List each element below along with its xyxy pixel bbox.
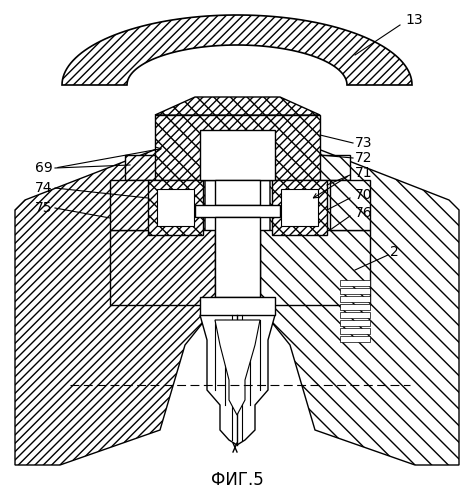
Bar	[155, 115, 320, 180]
Text: 72: 72	[355, 151, 373, 165]
Bar	[155, 115, 320, 180]
Bar	[295, 155, 350, 180]
Polygon shape	[62, 15, 412, 85]
Polygon shape	[215, 320, 260, 415]
Polygon shape	[200, 315, 275, 445]
Text: 76: 76	[355, 206, 373, 220]
Bar	[110, 230, 215, 305]
Bar	[281, 189, 318, 226]
Bar	[340, 328, 370, 334]
Text: 70: 70	[355, 188, 373, 202]
Text: 71: 71	[355, 166, 373, 180]
Polygon shape	[270, 140, 459, 465]
Bar	[215, 180, 260, 205]
Bar	[200, 130, 275, 180]
Text: 69: 69	[35, 161, 53, 175]
Bar	[125, 155, 180, 180]
Bar	[340, 320, 370, 326]
Bar	[340, 336, 370, 342]
Polygon shape	[155, 97, 320, 115]
Bar	[340, 304, 370, 310]
Text: 73: 73	[355, 136, 373, 150]
Bar	[148, 180, 203, 235]
Bar	[340, 296, 370, 302]
Bar	[340, 280, 370, 286]
Text: 74: 74	[35, 181, 53, 195]
Bar	[215, 217, 260, 297]
Bar	[272, 180, 327, 235]
Bar	[110, 180, 150, 230]
Text: ФИГ.5: ФИГ.5	[210, 471, 264, 489]
Bar	[330, 180, 370, 230]
Text: 75: 75	[35, 201, 53, 215]
Bar	[260, 230, 370, 305]
Text: 2: 2	[390, 245, 399, 259]
Bar	[157, 189, 194, 226]
Bar	[200, 297, 275, 315]
Bar	[340, 312, 370, 318]
Bar	[148, 180, 203, 235]
Text: 13: 13	[405, 13, 423, 27]
Bar	[272, 180, 327, 235]
Polygon shape	[15, 140, 205, 465]
Bar	[340, 288, 370, 294]
Bar	[195, 205, 280, 217]
